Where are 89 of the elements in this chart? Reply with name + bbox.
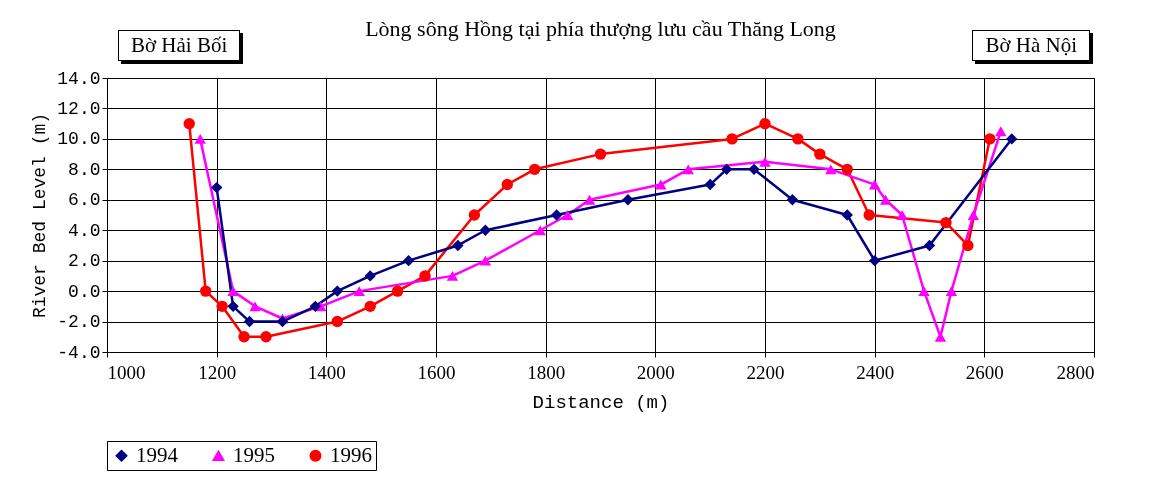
point <box>792 133 804 145</box>
legend-label: 1995 <box>233 442 275 467</box>
point <box>879 194 892 205</box>
text: Bờ Hà Nội <box>972 30 1090 61</box>
point <box>183 117 195 130</box>
x-tick-label: 2200 <box>746 361 785 383</box>
point <box>967 210 980 220</box>
y-tick-label: -4.0 <box>57 342 101 363</box>
point <box>945 286 958 297</box>
point <box>227 286 239 297</box>
point <box>353 286 365 297</box>
point <box>243 315 256 328</box>
point <box>759 156 771 167</box>
y-tick-label: 8.0 <box>68 159 101 180</box>
text: Bờ Hải Bối <box>118 30 241 61</box>
point <box>227 300 239 313</box>
legend-label: 1996 <box>330 442 372 467</box>
x-tick-label: 1200 <box>198 361 237 383</box>
point <box>216 300 228 313</box>
x-axis-title: Distance (m) <box>532 391 670 414</box>
point <box>704 178 716 191</box>
point <box>841 163 853 176</box>
point <box>561 210 574 220</box>
y-tick-label: 6.0 <box>68 190 101 211</box>
point <box>210 181 223 194</box>
point <box>940 216 952 229</box>
point <box>468 209 481 221</box>
x-tick-label: 2600 <box>965 361 1004 383</box>
y-tick-label: 2.0 <box>68 251 101 272</box>
point <box>276 315 289 328</box>
point <box>814 148 826 160</box>
y-tick-label: 0.0 <box>68 281 101 302</box>
point <box>923 239 936 252</box>
point <box>479 255 492 266</box>
y-tick-label: 12.0 <box>57 98 101 119</box>
point <box>934 331 947 342</box>
point <box>550 209 563 221</box>
point <box>309 300 322 313</box>
point <box>594 148 607 160</box>
point <box>841 209 853 221</box>
point <box>391 285 404 297</box>
point <box>238 331 250 343</box>
point <box>260 331 272 343</box>
point <box>446 270 459 281</box>
point <box>194 133 206 144</box>
x-tick-label: 1400 <box>307 361 346 383</box>
x-tick-label: 1800 <box>527 361 566 383</box>
point <box>622 194 634 206</box>
point <box>720 163 733 176</box>
point <box>364 300 376 313</box>
point <box>364 270 376 282</box>
point <box>331 285 343 297</box>
point <box>825 164 837 175</box>
point <box>331 315 343 328</box>
y-tick-label: 4.0 <box>68 220 101 241</box>
point <box>249 301 261 312</box>
point <box>529 163 541 176</box>
point <box>863 209 875 221</box>
point <box>200 285 212 297</box>
point <box>868 254 881 267</box>
y-axis-title: River Bed Level (m) <box>30 112 51 319</box>
y-tick-label: 10.0 <box>57 129 101 150</box>
x-tick-label: 2000 <box>636 361 675 383</box>
y-tick-label: -2.0 <box>57 312 101 333</box>
point <box>786 194 799 206</box>
point <box>402 254 415 267</box>
point <box>918 286 930 297</box>
chart-title: Lòng sông Hồng tại phía thượng lưu cầu Thăng Long <box>365 16 836 41</box>
point <box>452 239 464 252</box>
x-tick-label: 2400 <box>856 361 895 383</box>
point <box>583 194 596 205</box>
point <box>419 270 431 282</box>
x-tick-label: 1000 <box>107 361 146 383</box>
point <box>759 117 771 130</box>
point <box>748 163 760 176</box>
point <box>984 133 996 145</box>
point <box>534 225 546 236</box>
point <box>501 178 513 191</box>
x-tick-label: 1600 <box>417 361 456 383</box>
point <box>1006 133 1018 145</box>
point <box>995 126 1007 137</box>
x-tick-label: 2800 <box>1056 361 1095 383</box>
point <box>479 224 492 236</box>
point <box>896 210 908 220</box>
y-tick-label: 14.0 <box>57 68 101 89</box>
point <box>726 133 738 145</box>
point <box>962 239 974 252</box>
point <box>682 164 694 175</box>
legend-label: 1994 <box>136 442 179 467</box>
